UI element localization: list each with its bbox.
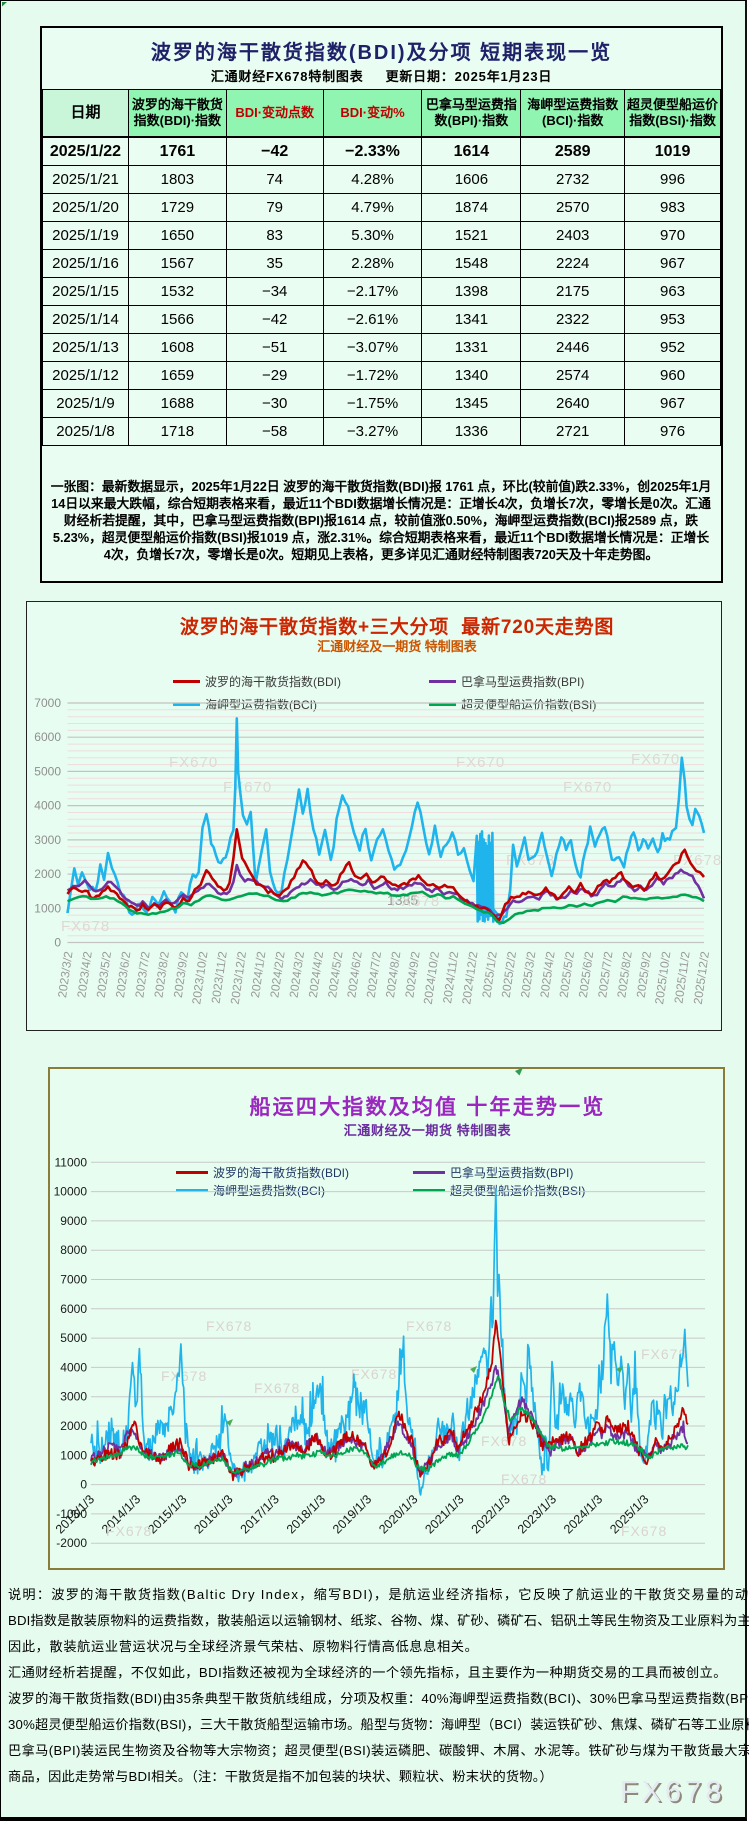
svg-text:-1000: -1000 — [56, 1507, 87, 1521]
svg-text:2025/11/2: 2025/11/2 — [672, 950, 693, 1004]
svg-text:FX678: FX678 — [391, 893, 440, 910]
svg-text:2024/11/2: 2024/11/2 — [440, 950, 461, 1004]
svg-text:FX678: FX678 — [501, 1471, 547, 1487]
svg-text:2024/12/2: 2024/12/2 — [459, 950, 480, 1005]
svg-text:5000: 5000 — [60, 1331, 87, 1345]
svg-text:2025/2/2: 2025/2/2 — [499, 950, 519, 999]
svg-text:2024/5/2: 2024/5/2 — [325, 950, 345, 999]
svg-text:2024/6/2: 2024/6/2 — [344, 950, 364, 999]
svg-text:3000: 3000 — [34, 833, 61, 847]
svg-text:2023/3/2: 2023/3/2 — [55, 950, 75, 999]
svg-text:2000: 2000 — [34, 867, 61, 881]
svg-text:FX670: FX670 — [631, 751, 680, 768]
svg-text:2023/12/2: 2023/12/2 — [228, 950, 249, 1005]
svg-text:2025/6/2: 2025/6/2 — [576, 950, 596, 999]
svg-text:10000: 10000 — [54, 1185, 88, 1199]
svg-text:2023/6/2: 2023/6/2 — [113, 950, 133, 999]
svg-text:7000: 7000 — [60, 1273, 87, 1287]
svg-text:FX670: FX670 — [223, 779, 272, 796]
svg-text:FX678: FX678 — [621, 1523, 667, 1539]
svg-text:9000: 9000 — [60, 1214, 87, 1228]
svg-text:2024/10/2: 2024/10/2 — [421, 950, 442, 1005]
svg-text:2000: 2000 — [60, 1419, 87, 1433]
svg-text:2024/7/2: 2024/7/2 — [364, 950, 384, 999]
svg-text:6000: 6000 — [60, 1302, 87, 1316]
svg-text:FX678: FX678 — [641, 1346, 687, 1362]
svg-text:0: 0 — [54, 936, 61, 950]
svg-text:2024/4/2: 2024/4/2 — [306, 950, 326, 999]
svg-text:2025/4/2: 2025/4/2 — [537, 950, 557, 999]
svg-text:2025/10/2: 2025/10/2 — [652, 950, 673, 1005]
svg-text:2023/5/2: 2023/5/2 — [94, 950, 114, 999]
svg-text:2024/9/2: 2024/9/2 — [402, 950, 422, 999]
svg-text:2023/4/2: 2023/4/2 — [74, 950, 94, 999]
svg-text:2024/2/2: 2024/2/2 — [267, 950, 287, 999]
svg-text:2025/9/2: 2025/9/2 — [634, 950, 654, 999]
svg-text:FX670: FX670 — [563, 779, 612, 796]
svg-text:FX678: FX678 — [481, 1433, 527, 1449]
svg-text:FX678: FX678 — [161, 1368, 207, 1384]
svg-text:2025/12/2: 2025/12/2 — [691, 950, 712, 1005]
svg-text:11000: 11000 — [55, 1155, 88, 1169]
svg-text:2025/1/2: 2025/1/2 — [479, 950, 499, 999]
svg-text:2025/8/2: 2025/8/2 — [614, 950, 634, 999]
svg-text:4000: 4000 — [60, 1360, 87, 1374]
svg-text:1000: 1000 — [60, 1448, 87, 1462]
svg-text:6000: 6000 — [34, 730, 61, 744]
svg-text:2025/5/2: 2025/5/2 — [557, 950, 577, 999]
svg-text:2024/3/2: 2024/3/2 — [287, 950, 307, 999]
svg-text:2023/7/2: 2023/7/2 — [132, 950, 152, 999]
svg-text:FX670: FX670 — [169, 754, 218, 771]
svg-text:2025/3/2: 2025/3/2 — [518, 950, 538, 999]
svg-text:FX678: FX678 — [106, 1523, 152, 1539]
svg-text:2023/11/2: 2023/11/2 — [209, 950, 230, 1004]
svg-text:5000: 5000 — [34, 764, 61, 778]
svg-text:2025/7/2: 2025/7/2 — [595, 950, 615, 999]
svg-text:FX678: FX678 — [673, 852, 722, 869]
svg-text:-2000: -2000 — [56, 1536, 87, 1550]
svg-text:2023/10/2: 2023/10/2 — [189, 950, 210, 1005]
svg-text:FX678: FX678 — [254, 1380, 300, 1396]
svg-text:0: 0 — [80, 1478, 87, 1492]
svg-text:2024/8/2: 2024/8/2 — [383, 950, 403, 999]
svg-text:2023/8/2: 2023/8/2 — [152, 950, 172, 999]
svg-text:7000: 7000 — [34, 696, 61, 710]
svg-text:1000: 1000 — [34, 901, 61, 915]
svg-text:8000: 8000 — [60, 1243, 87, 1257]
svg-text:3000: 3000 — [60, 1390, 87, 1404]
svg-text:2024/1/2: 2024/1/2 — [248, 950, 268, 999]
svg-text:FX678: FX678 — [206, 1318, 252, 1334]
svg-text:FX678: FX678 — [406, 1318, 452, 1334]
svg-text:4000: 4000 — [34, 799, 61, 813]
svg-text:FX670: FX670 — [456, 754, 505, 771]
svg-text:FX678: FX678 — [61, 918, 110, 935]
svg-text:2023/9/2: 2023/9/2 — [171, 950, 191, 999]
svg-text:FX678: FX678 — [351, 1366, 397, 1382]
